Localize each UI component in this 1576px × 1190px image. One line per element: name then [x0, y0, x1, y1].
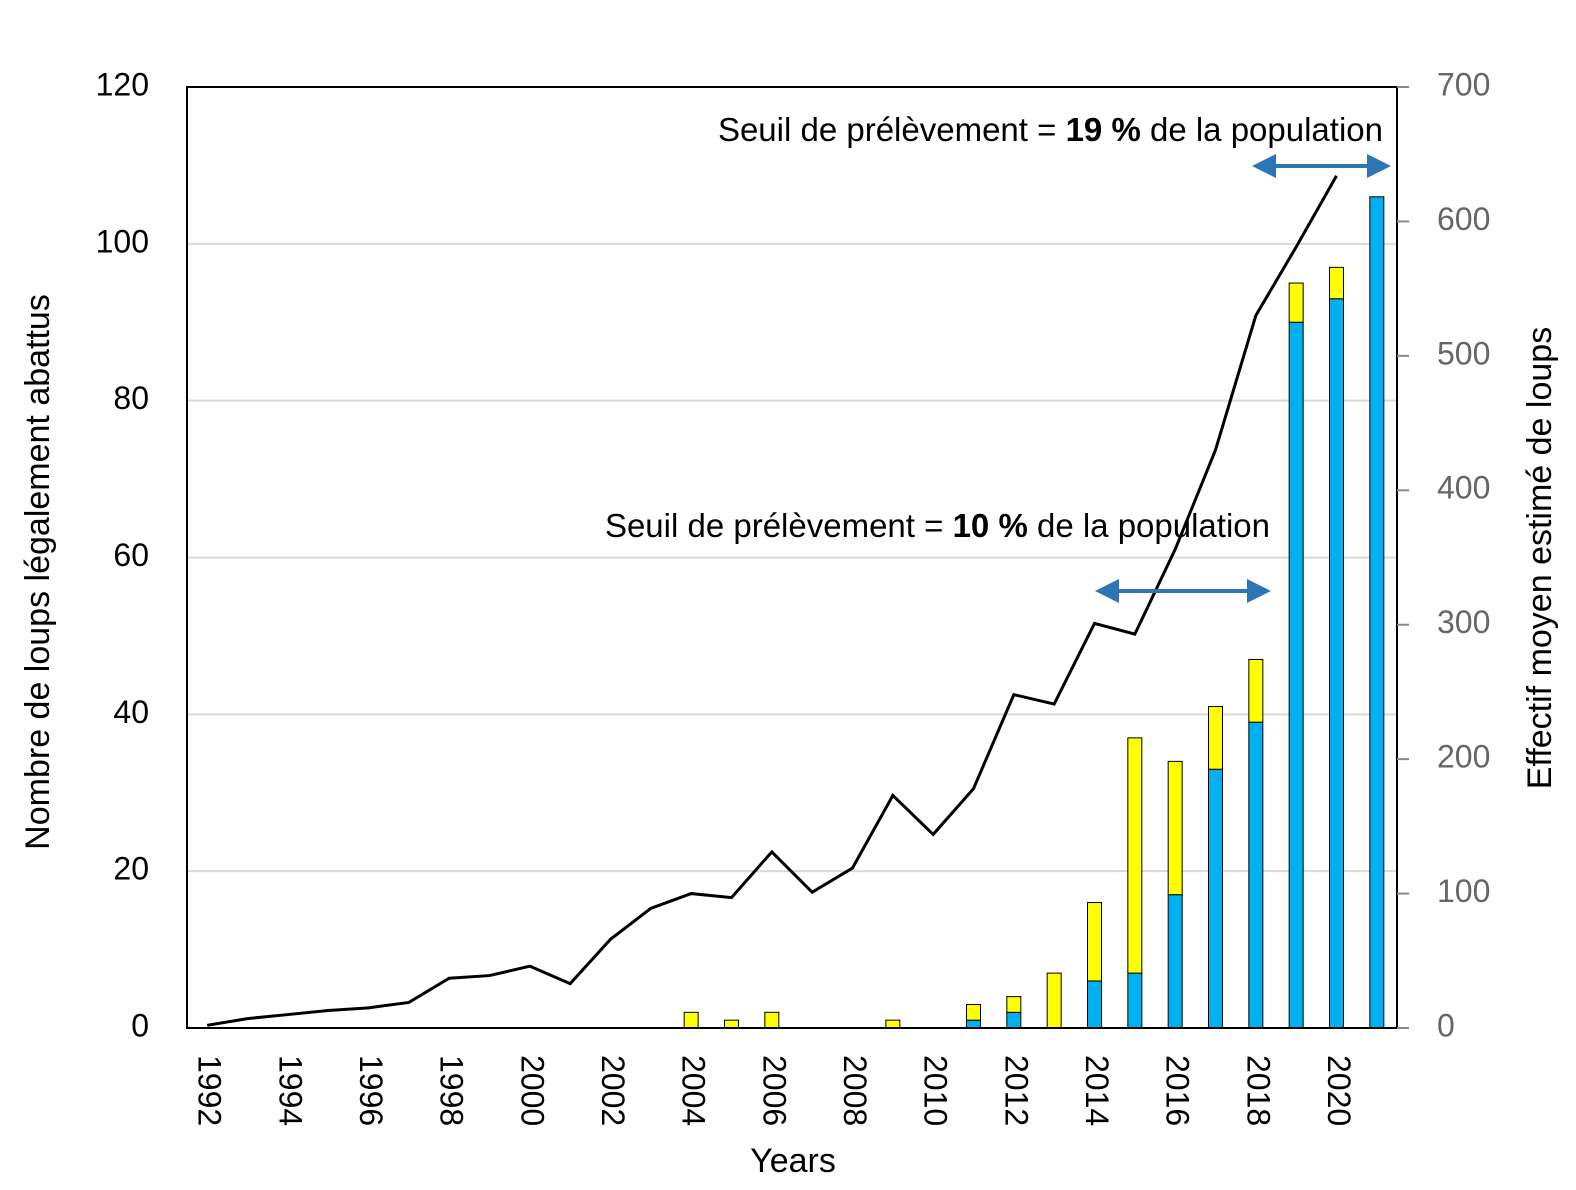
bar [1369, 196, 1385, 1029]
bar [1087, 980, 1102, 1029]
bar [724, 1019, 739, 1029]
annotation-text: Seuil de prélèvement = [718, 111, 1066, 148]
x-tick-label: 2002 [595, 1055, 631, 1126]
bar [1127, 972, 1143, 1029]
y-tick-label: 40 [113, 694, 149, 730]
marks [206, 174, 1385, 1029]
y-axis-title: Nombre de loups légalement abattus [19, 294, 57, 850]
x-tick-label: 2012 [998, 1055, 1034, 1126]
bar [683, 1011, 699, 1029]
bar [1087, 902, 1102, 982]
x-tick-label: 2020 [1321, 1055, 1357, 1126]
y2-tick-label: 200 [1437, 739, 1490, 775]
x-tick-label: 1996 [353, 1055, 389, 1126]
bar [1248, 721, 1264, 1029]
annotation: Seuil de prélèvement = 19 % de la popula… [718, 111, 1383, 148]
bar [1248, 658, 1264, 723]
x-tick-label: 2018 [1240, 1055, 1276, 1126]
x-tick-label: 2000 [514, 1055, 550, 1126]
bar [1208, 768, 1223, 1029]
annotation-text: 10 % [953, 507, 1028, 544]
x-tick-label: 1998 [434, 1055, 470, 1126]
x-tick-label: 2006 [756, 1055, 792, 1126]
x-tick-label: 2004 [676, 1055, 712, 1126]
y2-tick-label: 400 [1437, 470, 1490, 506]
bar [1329, 266, 1344, 300]
annotation-text: de la population [1028, 507, 1270, 544]
y-tick-label: 120 [96, 66, 149, 102]
annotation-text: de la population [1141, 111, 1383, 148]
line [206, 174, 1338, 1027]
bar [1046, 972, 1062, 1029]
y-tick-label: 60 [113, 537, 149, 573]
y-tick-label: 0 [131, 1007, 149, 1043]
y-tick-label: 20 [113, 851, 149, 887]
x-tick-label: 2010 [918, 1055, 954, 1126]
y2-tick-label: 500 [1437, 335, 1490, 371]
bar [1208, 705, 1223, 770]
annotation-text: 19 % [1066, 111, 1141, 148]
y2-axis-title: Effectif moyen estimé de loups [1521, 327, 1559, 789]
annotation-text: Seuil de prélèvement = [605, 507, 953, 544]
y-tick-label: 100 [96, 223, 149, 259]
y2-tick-label: 600 [1437, 201, 1490, 237]
plot-frame [186, 86, 1398, 1029]
bar [1288, 282, 1304, 323]
annotation: Seuil de prélèvement = 10 % de la popula… [605, 507, 1270, 544]
bar [1288, 321, 1304, 1029]
bar [966, 1019, 981, 1029]
bar [885, 1019, 901, 1029]
x-tick-label: 1994 [272, 1055, 308, 1126]
bar [1006, 996, 1022, 1013]
x-tick-label: 2014 [1079, 1055, 1115, 1126]
x-tick-label: 2016 [1160, 1055, 1196, 1126]
bar [764, 1011, 780, 1029]
bar [1006, 1011, 1022, 1029]
bar [1167, 894, 1183, 1029]
y-tick-label: 80 [113, 380, 149, 416]
x-tick-label: 2008 [837, 1055, 873, 1126]
x-axis-title: Years [750, 1142, 836, 1180]
bar [1167, 760, 1183, 896]
bar [966, 1003, 981, 1021]
bar [1127, 737, 1143, 974]
bar [1329, 298, 1344, 1029]
x-tick-label: 1992 [192, 1055, 228, 1126]
y2-tick-label: 700 [1437, 66, 1490, 102]
y2-tick-label: 0 [1437, 1007, 1455, 1043]
y2-tick-label: 100 [1437, 873, 1490, 909]
y2-tick-label: 300 [1437, 604, 1490, 640]
